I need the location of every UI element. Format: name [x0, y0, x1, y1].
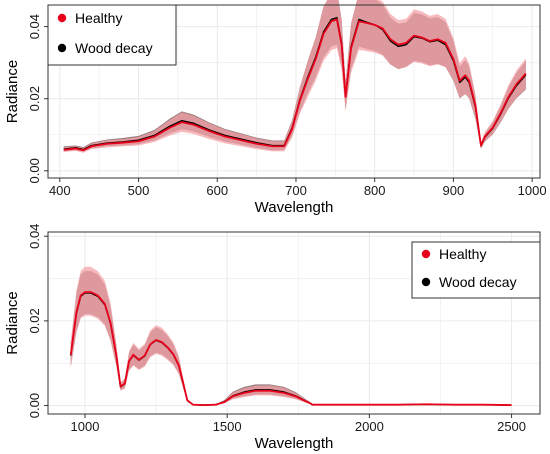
y-tick-label: 0.00 — [27, 158, 42, 183]
plot-frame — [47, 4, 541, 179]
y-tick-label: 0.00 — [27, 393, 42, 418]
y-axis-title: Radiance — [4, 291, 21, 354]
series-line-healthy — [69, 291, 512, 407]
legend: Healthy Wood decay — [47, 4, 177, 66]
legend-box — [411, 241, 541, 299]
legend-label-healthy: Healthy — [439, 246, 486, 262]
x-tick-label: 700 — [285, 183, 307, 198]
y-tick-label: 0.04 — [27, 14, 42, 39]
legend-marker-wood-decay — [57, 43, 67, 53]
legend-label-healthy: Healthy — [75, 10, 122, 26]
x-tick-label: 600 — [206, 183, 228, 198]
legend-box — [47, 4, 177, 66]
x-tick-label: 400 — [49, 183, 71, 198]
y-tick-label: 0.02 — [27, 86, 42, 111]
plot-frame — [47, 231, 541, 415]
x-tick-label: 2500 — [497, 419, 526, 434]
x-tick-label: 800 — [364, 183, 386, 198]
x-tick-label: 900 — [443, 183, 465, 198]
x-tick-label: 500 — [128, 183, 150, 198]
x-tick-label: 2000 — [355, 419, 384, 434]
x-tick-label: 1000 — [518, 183, 547, 198]
legend-marker-healthy — [421, 249, 431, 259]
legend-label-wood-decay: Wood decay — [75, 40, 153, 56]
y-axis: 0.00 0.02 0.04 Radiance — [4, 14, 48, 183]
chart-panel-1: 400 500 600 700 800 900 1000 Wavelength 0.00 0.02… — [4, 0, 547, 216]
series-line-healthy — [63, 18, 527, 152]
legend-marker-wood-decay — [421, 277, 431, 287]
legend-label-wood-decay: Wood decay — [439, 274, 517, 290]
x-tick-label: 1000 — [71, 419, 100, 434]
x-axis: 1000 1500 2000 2500 Wavelength — [71, 414, 526, 452]
series-group — [69, 266, 512, 407]
x-axis-title: Wavelength — [255, 199, 334, 216]
x-axis-title: Wavelength — [255, 435, 334, 452]
legend-marker-healthy — [57, 13, 67, 23]
y-tick-label: 0.02 — [27, 308, 42, 333]
y-axis: 0.00 0.02 0.04 Radiance — [4, 224, 48, 418]
x-axis: 400 500 600 700 800 900 1000 Wavelength — [49, 178, 547, 216]
x-tick-label: 1500 — [213, 419, 242, 434]
y-tick-label: 0.04 — [27, 224, 42, 249]
chart-panel-2: 1000 1500 2000 2500 Wavelength 0.00 0.02 0.04 Ra… — [4, 224, 541, 452]
y-axis-title: Radiance — [4, 60, 21, 123]
series-group — [63, 0, 527, 153]
grid — [48, 232, 540, 414]
legend: Healthy Wood decay — [411, 241, 541, 299]
